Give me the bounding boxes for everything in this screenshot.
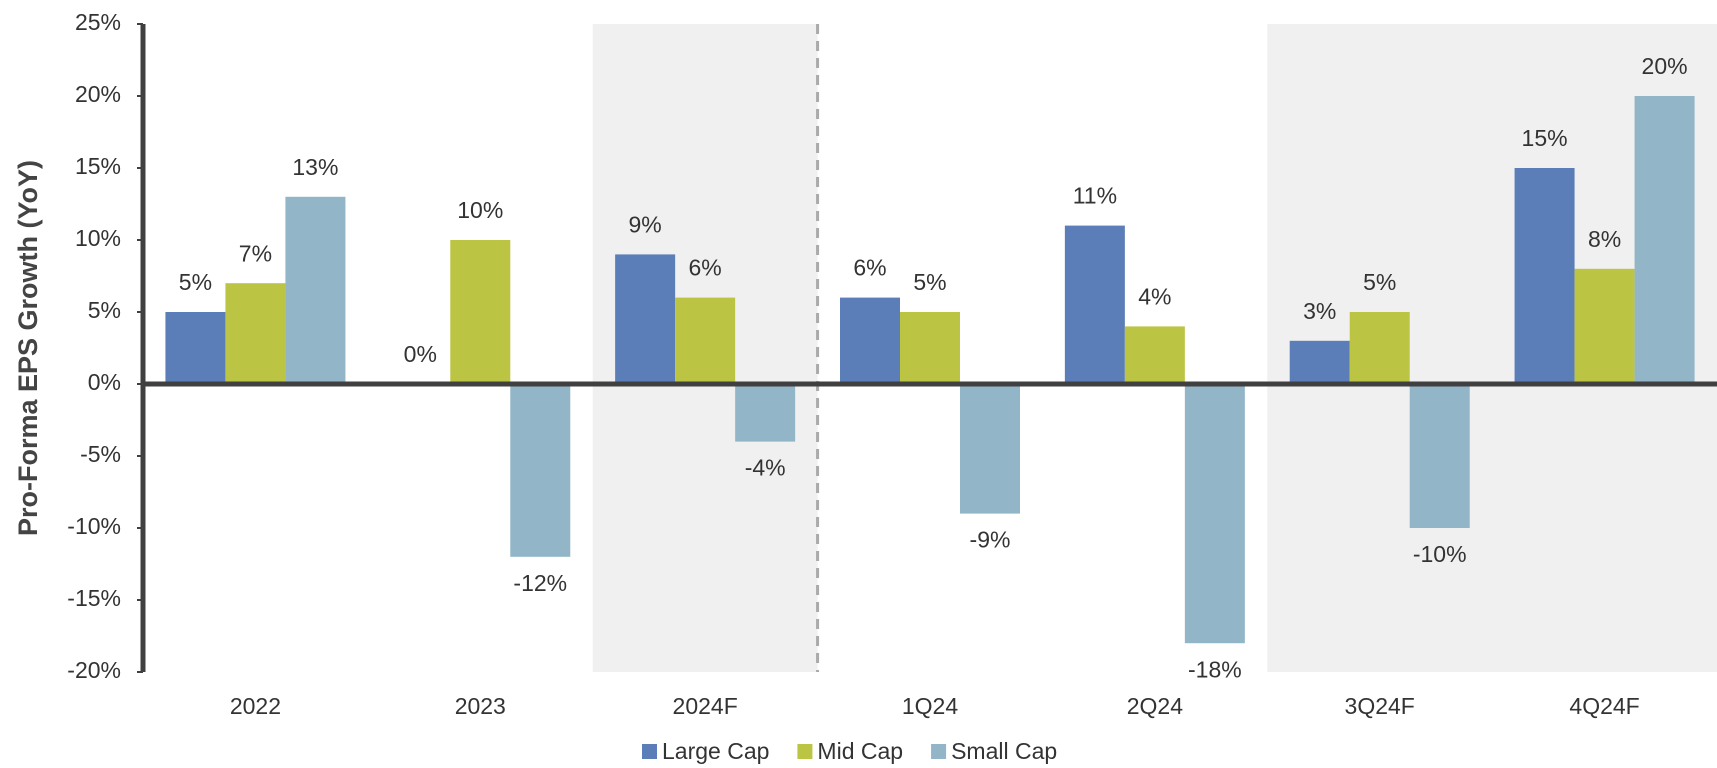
data-label: 5% xyxy=(913,269,946,295)
y-tick-label: 5% xyxy=(88,297,121,323)
bar xyxy=(1289,340,1350,384)
bar xyxy=(735,384,796,442)
data-label: 13% xyxy=(292,154,338,180)
data-label: 11% xyxy=(1073,183,1117,209)
data-label: -12% xyxy=(513,570,567,596)
data-label: -4% xyxy=(745,455,786,481)
bar xyxy=(165,312,226,384)
legend-label: Small Cap xyxy=(951,738,1057,764)
bar xyxy=(225,283,286,384)
bar xyxy=(1184,384,1245,644)
data-label: 10% xyxy=(457,197,503,223)
data-label: 7% xyxy=(239,240,272,266)
legend-label: Large Cap xyxy=(662,738,769,764)
y-tick-label: -20% xyxy=(67,657,121,683)
bar xyxy=(510,384,571,557)
data-label: 3% xyxy=(1303,298,1336,324)
bar xyxy=(285,196,346,384)
data-label: 6% xyxy=(689,255,722,281)
bar xyxy=(1064,225,1125,384)
legend-swatch xyxy=(642,744,657,759)
data-label: 6% xyxy=(853,255,886,281)
bar xyxy=(450,240,511,384)
bar xyxy=(1634,96,1695,384)
bar xyxy=(900,312,960,384)
x-tick-label: 3Q24F xyxy=(1345,693,1415,719)
data-label: 5% xyxy=(1363,269,1396,295)
data-label: -18% xyxy=(1188,656,1242,682)
x-tick-label: 4Q24F xyxy=(1569,693,1639,719)
data-label: 20% xyxy=(1642,53,1688,79)
data-label: 9% xyxy=(629,211,662,237)
x-tick-label: 1Q24 xyxy=(902,693,958,719)
y-tick-label: 20% xyxy=(75,81,121,107)
bar xyxy=(675,297,736,384)
bar xyxy=(840,297,900,384)
y-tick-label: 10% xyxy=(75,225,121,251)
bar xyxy=(1349,312,1410,384)
x-tick-label: 2024F xyxy=(673,693,738,719)
y-tick-label: 0% xyxy=(88,369,121,395)
x-tick-label: 2Q24 xyxy=(1127,693,1183,719)
y-tick-label: -10% xyxy=(67,513,121,539)
x-tick-label: 2022 xyxy=(230,693,281,719)
data-label: -9% xyxy=(970,527,1011,553)
x-tick-label: 2023 xyxy=(455,693,506,719)
bar xyxy=(1409,384,1470,528)
bar xyxy=(1574,268,1635,384)
bar xyxy=(1514,168,1575,384)
bar xyxy=(615,254,676,384)
data-label: 4% xyxy=(1138,283,1171,309)
legend-swatch xyxy=(931,744,947,759)
legend-label: Mid Cap xyxy=(817,738,903,764)
data-label: -10% xyxy=(1413,541,1467,567)
legend: Large Cap Mid Cap Small Cap xyxy=(642,738,1057,764)
data-label: 5% xyxy=(179,269,212,295)
y-tick-label: -15% xyxy=(67,585,121,611)
y-axis-label: Pro-Forma EPS Growth (YoY) xyxy=(13,160,43,536)
data-label: 0% xyxy=(404,341,437,367)
bar xyxy=(1124,326,1185,384)
bar xyxy=(960,384,1020,514)
data-label: 15% xyxy=(1522,125,1568,151)
y-tick-label: 25% xyxy=(75,9,121,35)
y-tick-label: 15% xyxy=(75,153,121,179)
data-label: 8% xyxy=(1588,226,1621,252)
y-tick-label: -5% xyxy=(80,441,121,467)
legend-swatch xyxy=(797,744,813,759)
